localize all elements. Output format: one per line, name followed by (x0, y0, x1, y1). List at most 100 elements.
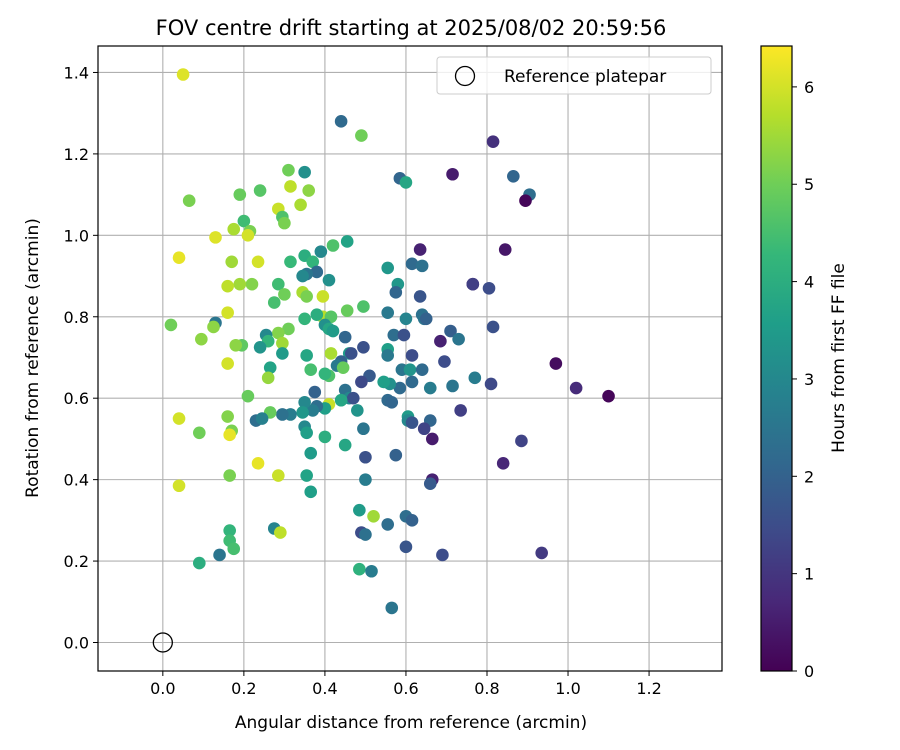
data-point (355, 129, 368, 142)
data-point (338, 438, 352, 452)
data-point (405, 514, 419, 527)
data-point (444, 324, 457, 338)
data-point (482, 281, 496, 295)
data-point (284, 255, 297, 269)
data-point (209, 231, 222, 244)
data-point (276, 336, 289, 350)
data-point (423, 381, 437, 395)
colorbar-label: Hours from first FF file (829, 263, 849, 453)
chart-title: FOV centre drift starting at 2025/08/02 … (156, 16, 667, 40)
data-point (300, 290, 313, 303)
colorbar-tick-label: 4 (804, 273, 814, 292)
data-point (300, 349, 313, 362)
data-point (334, 393, 348, 407)
y-axis-label: Rotation from reference (arcmin) (23, 218, 43, 498)
data-point (310, 308, 324, 322)
data-point (318, 367, 332, 381)
data-point (304, 363, 318, 376)
data-point (298, 395, 311, 409)
colorbar-tick-label: 1 (804, 565, 814, 584)
data-point (454, 404, 467, 417)
data-point (436, 548, 449, 562)
data-point (261, 371, 275, 385)
data-point (405, 257, 419, 271)
colorbar-tick-label: 6 (804, 78, 814, 97)
data-point (353, 503, 366, 517)
data-point (397, 328, 411, 342)
data-point (399, 176, 413, 189)
data-point (417, 422, 431, 436)
data-point (284, 180, 297, 193)
data-point (324, 347, 338, 360)
data-point (423, 477, 437, 491)
data-point (381, 349, 395, 362)
data-point (498, 243, 512, 256)
data-point (340, 235, 354, 248)
data-point (389, 286, 403, 299)
data-point (172, 479, 186, 493)
data-point (296, 269, 309, 283)
data-point (227, 542, 241, 556)
y-tick-label: 0.2 (64, 552, 89, 571)
data-point (263, 361, 277, 374)
data-point (452, 332, 465, 346)
data-point (282, 163, 295, 177)
data-point (253, 184, 267, 197)
data-point (385, 395, 399, 409)
data-point (569, 381, 583, 395)
colorbar-fill (761, 46, 792, 671)
data-point (223, 524, 236, 537)
data-point (192, 426, 206, 440)
x-tick-label: 0.8 (474, 679, 499, 698)
data-point (326, 239, 340, 252)
data-point (306, 255, 320, 269)
data-point (274, 526, 287, 539)
data-point (316, 290, 330, 303)
data-point (381, 261, 395, 275)
data-point (387, 328, 401, 342)
data-point (413, 243, 427, 256)
data-point (221, 279, 234, 293)
data-point (255, 412, 269, 425)
reference-marker-group (152, 632, 173, 653)
x-axis-label: Angular distance from reference (arcmin) (235, 713, 587, 733)
colorbar-tick-label: 5 (804, 175, 814, 194)
data-point (192, 556, 206, 570)
data-point (233, 277, 247, 291)
data-point (355, 375, 368, 389)
data-point (241, 229, 255, 242)
data-point (245, 277, 259, 291)
data-point (229, 338, 243, 352)
data-point (195, 332, 208, 346)
data-point (365, 564, 378, 578)
data-point (357, 341, 370, 354)
legend: Reference platepar (436, 56, 712, 95)
y-tick-label: 0.6 (64, 389, 89, 408)
colorbar-tick-label: 2 (804, 467, 814, 486)
data-point (251, 457, 265, 470)
data-point (338, 330, 352, 344)
data-point (466, 277, 480, 291)
data-point (221, 410, 234, 423)
data-point (357, 300, 370, 313)
plot-frame (97, 45, 723, 672)
data-point (182, 194, 196, 208)
data-point (272, 326, 285, 340)
data-point (359, 528, 372, 541)
data-point (359, 450, 372, 464)
data-point (334, 115, 348, 128)
data-point (385, 601, 399, 615)
data-point (535, 546, 548, 560)
data-point (415, 363, 429, 376)
data-point (446, 167, 459, 181)
data-point (413, 290, 427, 303)
y-tick-label: 1.0 (64, 226, 89, 245)
y-tick-label: 1.4 (64, 63, 89, 82)
data-point (318, 430, 332, 444)
data-point (340, 304, 354, 317)
data-point (415, 259, 429, 273)
data-point (381, 518, 395, 531)
data-point (253, 341, 267, 354)
data-point (213, 548, 226, 562)
